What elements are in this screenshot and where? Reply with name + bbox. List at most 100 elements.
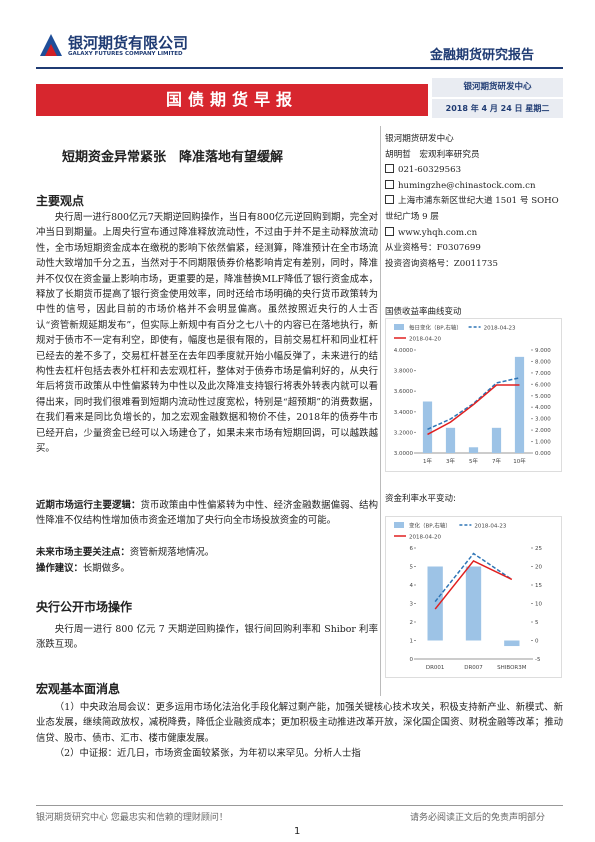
footer-rule (36, 805, 563, 806)
y2-tick-label: 7.000 (535, 371, 551, 377)
x-tick-label: SHIBOR3M (497, 665, 527, 671)
y-tick-label: 1 (410, 639, 414, 645)
chart: 变化（BP,右轴） 2018-04-23 2018-04-20 0 1 2 3 4 5 6 -5 0 5… (385, 516, 562, 678)
macro-item: （2）中证报：近几日，市场资金面较紧张，为年初以来罕见。分析人士指 (54, 748, 361, 760)
phone-row: 021-60329563 (385, 163, 563, 179)
y2-tick-label: 0 (535, 639, 539, 645)
line (427, 384, 520, 436)
y-tick-label: 4.0000 (394, 348, 414, 354)
logic-text: 货币政策由中性偏紧转为中性、经济金融数据偏弱、结构性降准不仅结构性增加债市资金还… (36, 500, 378, 527)
email-row: humingzhe@chinastock.com.cn (385, 179, 563, 195)
web: www.yhqh.com.cn (398, 227, 478, 238)
header-rule (36, 67, 563, 69)
y-tick-label: 0 (410, 657, 414, 663)
line (434, 552, 513, 603)
email: humingzhe@chinastock.com.cn (398, 180, 536, 191)
phone-icon (385, 164, 394, 174)
main-view-text: 央行周一进行800亿元7天期逆回购操作，当日有800亿元逆回购到期，完全对冲当日… (36, 212, 378, 455)
banner-date: 2018 年 4 月 24 日 星期二 (432, 99, 563, 118)
report-type: 金融期货研究报告 (430, 48, 535, 63)
focus-text: 资管新规落地情况。 (129, 547, 215, 558)
chart: 每日变化（BP,右轴） 2018-04-23 2018-04-20 3.0000 3.2… (385, 318, 562, 472)
legend-label: 2018-04-20 (409, 535, 441, 541)
y2-tick-label: 2.000 (535, 428, 551, 434)
y-tick-label: 3.2000 (394, 430, 414, 436)
y2-tick-label: 5 (535, 620, 539, 626)
y2-tick-label: 5.000 (535, 394, 551, 400)
bar (504, 640, 520, 647)
column-rule (380, 126, 381, 696)
bar (422, 401, 433, 453)
focus-label: 未来市场主要关注点： (36, 547, 130, 558)
y2-tick-label: 8.000 (535, 359, 551, 365)
bar (491, 427, 502, 453)
logic: 近期市场运行主要逻辑：货币政策由中性偏紧转为中性、经济金融数据偏弱、结构性降准不… (36, 498, 378, 529)
logic-label: 近期市场运行主要逻辑： (36, 500, 141, 511)
banner-dept: 银河期货研发中心 (432, 78, 563, 97)
x-tick-label: 1年 (423, 457, 432, 465)
page-number: 1 (294, 826, 301, 837)
legend-label: 2018-04-23 (474, 524, 506, 530)
bar (445, 427, 456, 453)
y2-tick-label: 10 (535, 602, 542, 608)
y2-tick-label: -5 (535, 657, 541, 663)
bar (465, 566, 482, 641)
x-tick-label: DR007 (464, 665, 483, 671)
consult-license: 投资咨询资格号：Z0011735 (385, 258, 498, 269)
license: 从业资格号：F0307699 (385, 243, 481, 254)
y-tick-label: 3.0000 (394, 451, 414, 457)
x-tick-label: 3年 (446, 457, 455, 465)
legend-label: 2018-04-23 (484, 326, 516, 332)
address-icon (385, 195, 394, 205)
advice-label: 操作建议： (36, 563, 83, 574)
web-row: www.yhqh.com.cn (385, 226, 563, 242)
y-tick-label: 6 (410, 546, 414, 552)
macro-list: （1）中央政治局会议：更多运用市场化法治化手段化解过剩产能，加强关键核心技术攻关… (36, 700, 563, 788)
y2-tick-label: 15 (535, 583, 542, 589)
macro-item: （1）中央政治局会议：更多运用市场化法治化手段化解过剩产能，加强关键核心技术攻关… (36, 702, 563, 744)
section-heading: 主要观点 (36, 194, 85, 208)
bar (514, 356, 525, 453)
line (427, 377, 520, 430)
x-tick-label: 10年 (513, 457, 526, 465)
footer-right: 请务必阅读正文后的免责声明部分 (410, 813, 546, 823)
chart-title: 资金利率水平变动: (385, 494, 456, 504)
legend-swatch (394, 522, 404, 528)
legend-label: 2018-04-20 (409, 337, 441, 343)
company-name-en: GALAXY FUTURES COMPANY LIMITED (68, 51, 183, 57)
chart-title: 国债收益率曲线变动 (385, 307, 462, 317)
section-heading: 宏观基本面消息 (36, 682, 121, 696)
y-tick-label: 3.8000 (394, 369, 414, 375)
x-tick-label: 7年 (492, 457, 501, 465)
focus: 未来市场主要关注点：资管新规落地情况。 (36, 545, 378, 560)
x-tick-label: 5年 (469, 457, 478, 465)
address-row: 上海市浦东新区世纪大道 1501 号 SOHO 世纪广场 9 层 (385, 194, 563, 225)
y2-tick-label: 9.000 (535, 348, 551, 354)
omo-text: 央行周一进行 800 亿元 7 天期逆回购操作，银行间回购利率和 Shibor … (36, 624, 378, 651)
legend-label: 变化（BP,右轴） (409, 522, 451, 530)
advice-text: 长期做多。 (82, 563, 130, 574)
y-tick-label: 2 (410, 620, 414, 626)
section-heading: 央行公开市场操作 (36, 600, 133, 614)
y2-tick-label: 3.000 (535, 417, 551, 423)
address: 上海市浦东新区世纪大道 1501 号 SOHO 世纪广场 9 层 (385, 196, 559, 222)
legend-swatch (394, 324, 404, 330)
bar (468, 447, 479, 453)
logo-icon (40, 34, 62, 56)
line (434, 560, 513, 610)
advice: 操作建议：长期做多。 (36, 561, 378, 576)
x-tick-label: DR001 (426, 665, 445, 671)
y2-tick-label: 25 (535, 546, 542, 552)
email-icon (385, 179, 394, 189)
phone: 021-60329563 (398, 165, 462, 176)
y-tick-label: 3.6000 (394, 389, 414, 395)
y2-tick-label: 6.000 (535, 382, 551, 388)
company-name: 银河期货有限公司 (68, 34, 189, 52)
y2-tick-label: 20 (535, 565, 542, 571)
y2-tick-label: 0.000 (535, 451, 551, 457)
banner-title: 国债期货早报 (36, 84, 428, 116)
web-icon (385, 226, 394, 236)
footer-left: 银河期货研究中心 您最忠实和信赖的理财顾问！ (36, 813, 228, 823)
y-tick-label: 5 (410, 565, 414, 571)
